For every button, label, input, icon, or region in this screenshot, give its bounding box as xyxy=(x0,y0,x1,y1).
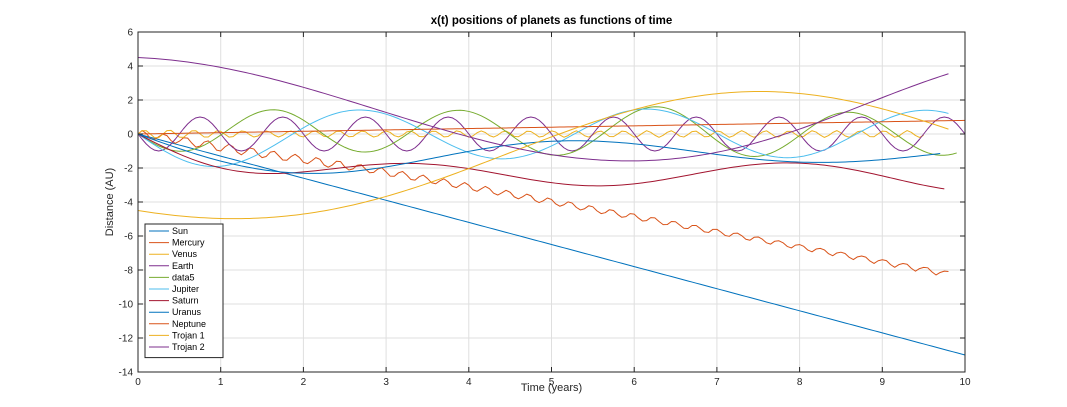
x-tick-label: 8 xyxy=(797,377,803,388)
x-tick-label: 5 xyxy=(549,377,555,388)
legend-box xyxy=(144,223,224,359)
legend-entry-label: data5 xyxy=(172,272,195,282)
x-tick-label: 3 xyxy=(383,377,389,388)
x-tick-label: 2 xyxy=(301,377,307,388)
x-tick-label: 0 xyxy=(135,377,141,388)
legend-entry-label: Trojan 2 xyxy=(172,342,205,352)
y-tick-label: -4 xyxy=(124,198,133,209)
axis-ticks: 0 1 2 3 4 5 6 7 8 9 10 -14 -12 -10 -8 -6 -4 -2 0 2 4 6 xyxy=(119,28,971,389)
legend-entry-label: Uranus xyxy=(172,307,202,317)
y-tick-label: 6 xyxy=(127,28,133,39)
series-line-10 xyxy=(137,91,949,220)
legend-entry-label: Neptune xyxy=(172,319,206,329)
series-line-1 xyxy=(137,133,966,356)
x-axis-label: Time (years) xyxy=(521,382,582,394)
series-line-11 xyxy=(137,57,949,162)
legend-entry-label: Jupiter xyxy=(172,284,199,294)
y-axis-label: Distance (AU) xyxy=(104,168,116,236)
x-tick-label: 1 xyxy=(218,377,224,388)
legend-entry-label: Sun xyxy=(172,226,188,236)
y-tick-label: -6 xyxy=(124,232,133,243)
x-tick-label: 6 xyxy=(631,377,637,388)
legend-entry-label: Earth xyxy=(172,261,194,271)
y-tick-label: -14 xyxy=(119,368,134,379)
y-tick-label: -10 xyxy=(119,300,134,311)
x-tick-label: 7 xyxy=(714,377,720,388)
y-tick-label: -8 xyxy=(124,266,133,277)
x-tick-label: 10 xyxy=(959,377,971,388)
legend-entry-label: Saturn xyxy=(172,296,199,306)
chart-title: x(t) positions of planets as functions o… xyxy=(431,15,673,27)
series-line-7 xyxy=(137,133,945,190)
series-layer xyxy=(137,57,966,356)
y-tick-label: 2 xyxy=(127,96,133,107)
legend-entry-label: Mercury xyxy=(172,238,205,248)
y-tick-label: -12 xyxy=(119,334,134,345)
legend-entry-label: Venus xyxy=(172,249,198,259)
legend-entry-label: Trojan 1 xyxy=(172,330,205,340)
series-line-2 xyxy=(137,130,949,276)
series-line-9 xyxy=(137,119,966,135)
series-line-6 xyxy=(137,108,949,168)
x-tick-label: 4 xyxy=(466,377,472,388)
y-tick-label: 0 xyxy=(127,130,133,141)
y-tick-label: 4 xyxy=(127,62,133,73)
y-tick-label: -2 xyxy=(124,164,133,175)
x-tick-label: 9 xyxy=(880,377,886,388)
